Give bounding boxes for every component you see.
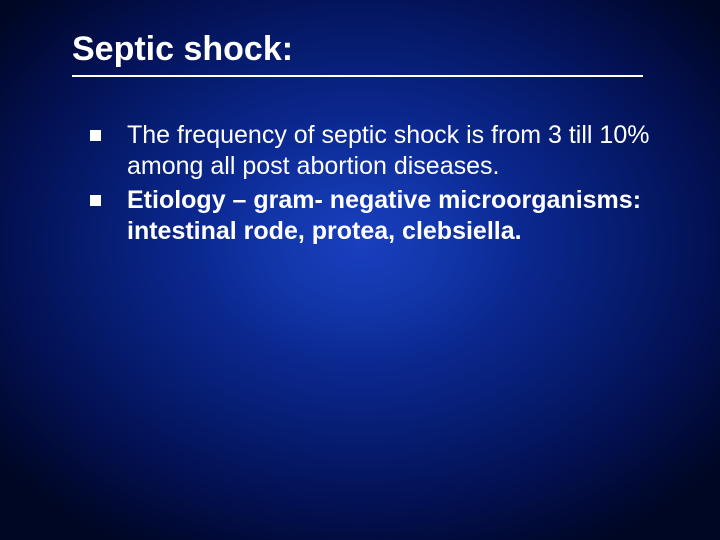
slide-body: The frequency of septic shock is from 3 … bbox=[90, 120, 670, 249]
square-bullet-icon bbox=[90, 195, 101, 206]
list-item: The frequency of septic shock is from 3 … bbox=[90, 120, 670, 183]
slide: Septic shock: The frequency of septic sh… bbox=[0, 0, 720, 540]
slide-title-text: Septic shock: bbox=[72, 30, 643, 77]
slide-title: Septic shock: bbox=[72, 30, 643, 77]
list-item-text: The frequency of septic shock is from 3 … bbox=[127, 120, 670, 183]
text-run: Etiology – gram- negative microorganisms… bbox=[127, 186, 641, 245]
list-item: Etiology – gram- negative microorganisms… bbox=[90, 185, 670, 248]
square-bullet-icon bbox=[90, 130, 101, 141]
text-run: The frequency of septic shock is from 3 … bbox=[127, 121, 649, 180]
list-item-text: Etiology – gram- negative microorganisms… bbox=[127, 185, 670, 248]
